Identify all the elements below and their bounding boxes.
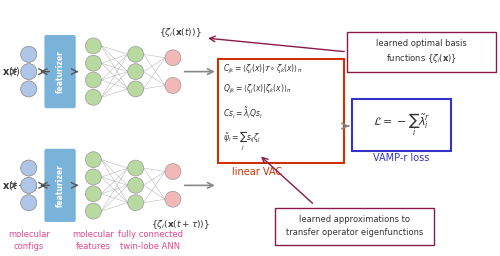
Circle shape xyxy=(165,164,181,179)
Text: learned approximations to
transfer operator eigenfunctions: learned approximations to transfer opera… xyxy=(286,215,423,237)
Circle shape xyxy=(165,78,181,93)
Circle shape xyxy=(21,64,36,80)
Text: fully connected
twin-lobe ANN: fully connected twin-lobe ANN xyxy=(118,230,183,251)
Circle shape xyxy=(86,72,102,88)
Circle shape xyxy=(128,195,144,211)
Text: VAMP-r loss: VAMP-r loss xyxy=(374,153,430,163)
Text: featurizer: featurizer xyxy=(56,50,64,93)
Text: linear VAC: linear VAC xyxy=(232,167,282,177)
Circle shape xyxy=(128,177,144,193)
Circle shape xyxy=(21,46,36,62)
FancyBboxPatch shape xyxy=(44,149,76,222)
Circle shape xyxy=(21,160,36,176)
Text: molecular
configs: molecular configs xyxy=(8,230,50,251)
Text: $\{\zeta_i(\mathbf{x}(t))\}$: $\{\zeta_i(\mathbf{x}(t))\}$ xyxy=(159,26,202,39)
Circle shape xyxy=(128,160,144,176)
Circle shape xyxy=(21,81,36,97)
Text: $C_{jk} = \langle\zeta_j(x)|\mathcal{T}\circ\zeta_k(x)\rangle_\pi$
$Q_{jk} = \la: $C_{jk} = \langle\zeta_j(x)|\mathcal{T}\… xyxy=(222,63,302,152)
Circle shape xyxy=(86,169,102,185)
FancyBboxPatch shape xyxy=(352,99,452,151)
Circle shape xyxy=(165,191,181,207)
FancyBboxPatch shape xyxy=(44,35,76,108)
Circle shape xyxy=(86,38,102,54)
FancyBboxPatch shape xyxy=(347,32,496,72)
Circle shape xyxy=(128,64,144,80)
Text: $\mathcal{L} = -\sum_i \tilde{\lambda}_i^r$: $\mathcal{L} = -\sum_i \tilde{\lambda}_i… xyxy=(373,111,430,138)
FancyBboxPatch shape xyxy=(275,208,434,245)
Circle shape xyxy=(21,46,36,62)
Text: $\{\zeta_i(\mathbf{x}(t+\tau))\}$: $\{\zeta_i(\mathbf{x}(t+\tau))\}$ xyxy=(151,218,210,230)
FancyBboxPatch shape xyxy=(218,59,344,163)
Circle shape xyxy=(128,46,144,62)
Circle shape xyxy=(86,186,102,202)
Circle shape xyxy=(128,81,144,97)
Circle shape xyxy=(21,177,36,193)
Circle shape xyxy=(21,177,36,193)
Text: molecular
features: molecular features xyxy=(72,230,114,251)
Text: $\mathbf{x}(t)$: $\mathbf{x}(t)$ xyxy=(2,65,21,78)
Circle shape xyxy=(86,152,102,168)
Circle shape xyxy=(21,160,36,176)
Circle shape xyxy=(165,50,181,66)
Circle shape xyxy=(86,89,102,105)
Text: $\mathbf{x}(t+\tau)$: $\mathbf{x}(t+\tau)$ xyxy=(2,179,39,192)
Circle shape xyxy=(86,203,102,219)
Circle shape xyxy=(21,195,36,211)
Circle shape xyxy=(21,195,36,211)
Circle shape xyxy=(21,81,36,97)
Circle shape xyxy=(21,64,36,80)
Circle shape xyxy=(86,55,102,71)
Text: learned optimal basis
functions $\{\zeta_i(\mathbf{x})\}$: learned optimal basis functions $\{\zeta… xyxy=(376,39,467,65)
Text: featurizer: featurizer xyxy=(56,164,64,207)
